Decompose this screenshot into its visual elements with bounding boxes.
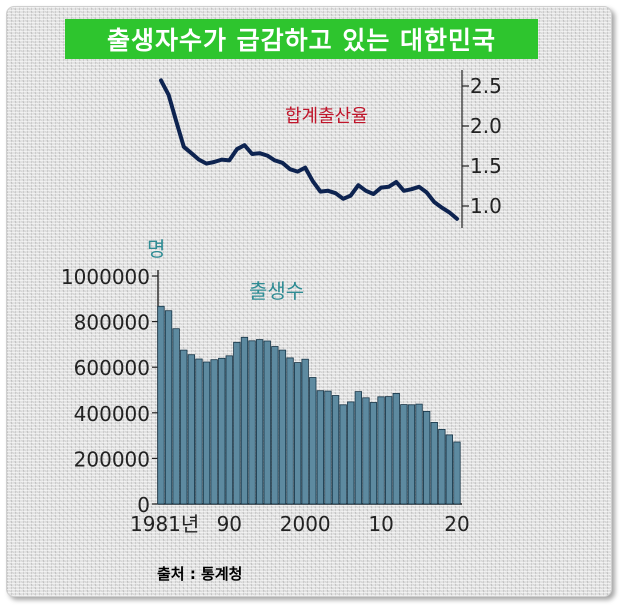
birth-bar: [233, 341, 241, 505]
birth-bar: [210, 359, 218, 505]
birth-tick-label: 600000: [74, 356, 150, 380]
birth-bar: [415, 403, 423, 505]
birth-bar: [362, 397, 370, 505]
birth-tick-label: 400000: [74, 402, 150, 426]
birth-x-tick-label: 1981년: [130, 512, 199, 536]
tfr-tick-label: 2.0: [470, 114, 502, 138]
birth-bar: [309, 377, 317, 505]
tfr-series-label: 합계출산율: [285, 106, 368, 127]
birth-bar: [392, 392, 400, 505]
birth-bar: [263, 340, 271, 505]
birth-bar: [407, 404, 416, 505]
birth-bar: [377, 396, 385, 505]
birth-bar: [286, 357, 294, 505]
birth-x-tick-label: 2000: [280, 512, 331, 536]
birth-bar: [180, 349, 188, 505]
birth-tick-label: 200000: [74, 447, 150, 471]
birth-bar: [248, 340, 256, 505]
tfr-tick-label: 1.0: [470, 194, 502, 218]
birth-bar: [430, 421, 438, 505]
birth-bar: [347, 401, 355, 505]
tfr-series-line: [159, 78, 459, 221]
birth-bar: [195, 358, 203, 505]
birth-bar: [369, 402, 378, 505]
birth-bar: [445, 434, 454, 505]
title-banner: 출생자수가 급감하고 있는 대한민국: [65, 19, 538, 59]
birth-tick-label: 800000: [74, 311, 150, 335]
tfr-tick-label: 1.5: [470, 154, 502, 178]
birth-bar: [293, 362, 302, 505]
birth-tick-label: 0: [137, 493, 150, 517]
birth-bar: [164, 310, 173, 505]
birth-bar: [187, 354, 196, 505]
birth-bar: [324, 390, 332, 505]
chart-frame: 출생자수가 급감하고 있는 대한민국: [6, 6, 612, 597]
birth-bar: [225, 355, 233, 505]
birth-bar: [422, 410, 431, 505]
birth-y-unit-label: 명: [147, 237, 165, 261]
birth-bar: [354, 391, 363, 505]
source-label: 출처 : 통계청: [157, 565, 243, 583]
birth-bar: [240, 336, 249, 505]
birth-x-tick-label: 90: [217, 512, 242, 536]
birth-bar: [218, 357, 226, 505]
birth-bar: [278, 349, 287, 505]
chart-title: 출생자수가 급감하고 있는 대한민국: [106, 26, 497, 55]
birth-x-tick-label: 10: [368, 512, 393, 536]
birth-bar: [339, 404, 347, 505]
birth-bar: [202, 361, 211, 505]
birth-bar: [172, 328, 180, 505]
birth-bar: [271, 346, 279, 505]
birth-bar: [331, 395, 340, 505]
birth-bar: [453, 441, 461, 505]
tfr-tick-label: 2.5: [470, 74, 502, 98]
birth-bar: [438, 428, 446, 505]
birth-series-label: 출생수: [249, 279, 304, 303]
birth-x-tick-label: 20: [444, 512, 469, 536]
birth-bar: [301, 358, 309, 505]
birth-bar: [400, 404, 408, 505]
birth-bar: [157, 305, 165, 505]
birth-tick-label: 1000000: [61, 265, 150, 289]
birth-bar: [316, 390, 325, 505]
birth-bar: [384, 396, 393, 505]
birth-bar: [255, 339, 264, 505]
